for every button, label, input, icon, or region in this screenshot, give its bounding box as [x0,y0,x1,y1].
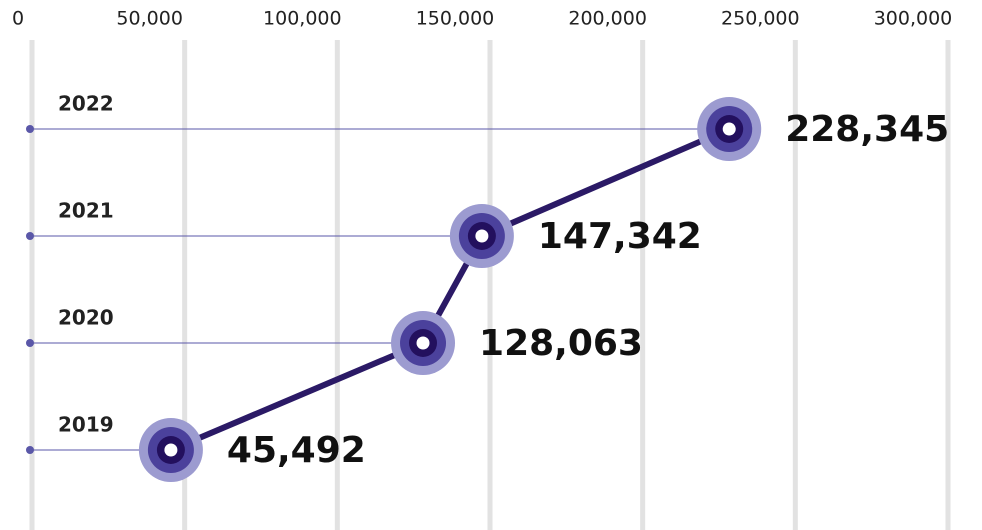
row-dot [26,446,34,454]
category-label: 2020 [58,306,114,330]
row-dot [26,125,34,133]
marker-center [416,336,430,350]
x-tick-label: 150,000 [416,8,495,30]
data-line [169,126,731,453]
x-tick-label: 250,000 [721,8,800,30]
marker-center [722,122,736,136]
data-label: 45,492 [227,430,366,471]
marker-center [164,443,178,457]
row-dot [26,232,34,240]
x-tick-label: 50,000 [116,8,182,30]
x-tick-label: 100,000 [263,8,342,30]
x-tick-label: 200,000 [568,8,647,30]
data-label: 128,063 [479,323,643,364]
data-label: 228,345 [785,109,949,150]
data-label: 147,342 [538,216,702,257]
x-tick-label: 0 [12,8,24,30]
marker-center [475,229,489,243]
row-dot [26,339,34,347]
category-label: 2022 [58,92,114,116]
category-label: 2019 [58,413,114,437]
x-tick-label: 300,000 [874,8,953,30]
category-label: 2021 [58,199,114,223]
